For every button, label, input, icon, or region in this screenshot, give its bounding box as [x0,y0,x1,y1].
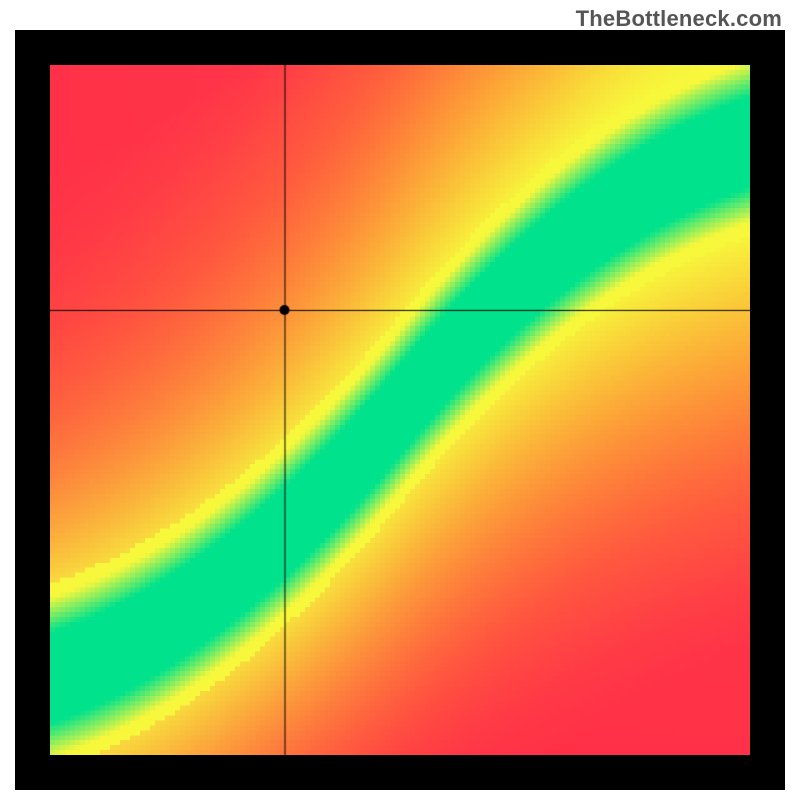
chart-container: TheBottleneck.com [0,0,800,800]
watermark-text: TheBottleneck.com [576,6,782,32]
crosshair-overlay [50,65,750,755]
